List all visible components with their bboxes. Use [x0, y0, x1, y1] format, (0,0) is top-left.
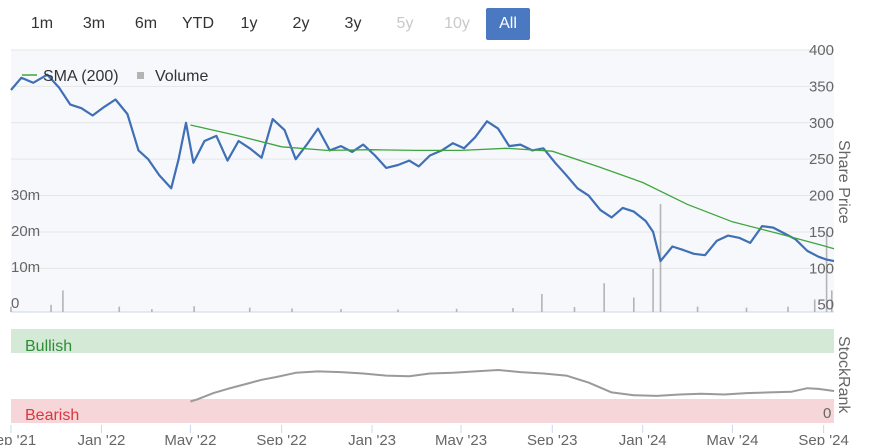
volume-bar: [10, 306, 12, 312]
volume-bar: [652, 268, 654, 312]
volume-bar: [603, 283, 605, 312]
volume-bar: [50, 304, 52, 312]
date-tick-label: Jan '24: [619, 432, 667, 445]
volume-bar: [696, 306, 699, 312]
date-tick-label: May '22: [164, 432, 216, 445]
volume-bar: [62, 290, 64, 312]
range-button-1m[interactable]: 1m: [30, 15, 54, 32]
range-button-5y[interactable]: 5y: [396, 15, 414, 32]
share-price-axis: 400 350 300 250 200 150 100 50: [809, 42, 834, 314]
range-button-ytd[interactable]: YTD: [182, 15, 214, 32]
volume-bar: [813, 299, 816, 312]
volume-bar: [573, 306, 576, 312]
bullish-label: Bullish: [25, 338, 72, 355]
volume-tick-30m: 30m: [11, 187, 40, 204]
price-tick-150: 150: [809, 224, 834, 241]
volume-bar: [633, 297, 635, 312]
legend-volume-swatch: [137, 72, 144, 79]
chart-legend: SMA (200) Volume: [22, 68, 208, 85]
date-tick-label: Sep '21: [0, 432, 36, 445]
stockrank-tick-0: 0: [823, 405, 831, 422]
volume-bar: [659, 204, 662, 312]
legend-volume-label[interactable]: Volume: [155, 68, 208, 85]
volume-bar: [291, 308, 293, 312]
bearish-band: [11, 399, 834, 423]
volume-bar: [512, 308, 514, 312]
date-tick-label: May '23: [435, 432, 487, 445]
stockrank-axis-title: StockRank: [835, 336, 852, 414]
bearish-label: Bearish: [25, 407, 79, 424]
volume-bar: [397, 309, 399, 312]
price-tick-400: 400: [809, 42, 834, 59]
volume-axis: 30m 20m 10m 0: [11, 187, 40, 312]
price-plot-area: [11, 50, 834, 312]
range-button-3m[interactable]: 3m: [82, 15, 106, 32]
price-grid: [11, 49, 834, 313]
range-button-2y[interactable]: 2y: [292, 15, 310, 32]
volume-bar: [340, 309, 342, 312]
price-tick-300: 300: [809, 115, 834, 132]
volume-bar: [830, 290, 833, 312]
volume-bar: [118, 306, 121, 312]
legend-sma-label[interactable]: SMA (200): [43, 68, 119, 85]
range-button-all[interactable]: All: [486, 8, 530, 40]
date-tick-label: Sep '22: [256, 432, 306, 445]
volume-tick-20m: 20m: [11, 223, 40, 240]
volume-bar: [825, 232, 828, 312]
date-tick-label: May '24: [706, 432, 758, 445]
price-tick-250: 250: [809, 151, 834, 168]
volume-bar: [787, 306, 789, 312]
price-tick-350: 350: [809, 78, 834, 95]
date-tick-label: Sep '24: [798, 432, 848, 445]
volume-bar: [248, 307, 251, 312]
date-tick-label: Sep '23: [527, 432, 577, 445]
range-button-3y[interactable]: 3y: [344, 15, 362, 32]
price-tick-50: 50: [817, 297, 834, 314]
date-tick-label: Jan '22: [78, 432, 126, 445]
range-button-10y[interactable]: 10y: [444, 15, 470, 32]
share-price-axis-title: Share Price: [835, 140, 852, 224]
volume-tick-10m: 10m: [11, 259, 40, 276]
volume-bars: [10, 204, 833, 312]
volume-bar: [745, 307, 748, 312]
stockrank-line: [190, 369, 835, 403]
share-price-line: [10, 73, 835, 263]
range-button-6m[interactable]: 6m: [134, 15, 158, 32]
volume-bar: [193, 306, 195, 312]
date-tick-label: Jan '23: [348, 432, 396, 445]
volume-bar: [151, 309, 153, 312]
volume-bar: [455, 308, 458, 312]
volume-bar: [541, 294, 543, 312]
volume-tick-0: 0: [11, 295, 19, 312]
range-button-1y[interactable]: 1y: [240, 15, 258, 32]
bullish-band: [11, 329, 834, 353]
price-tick-200: 200: [809, 188, 834, 205]
price-tick-100: 100: [809, 260, 834, 277]
date-axis: Sep '21 Jan '22 May '22 Sep '22 Jan '23 May '…: [0, 425, 849, 445]
sma-200-line: [190, 124, 835, 250]
